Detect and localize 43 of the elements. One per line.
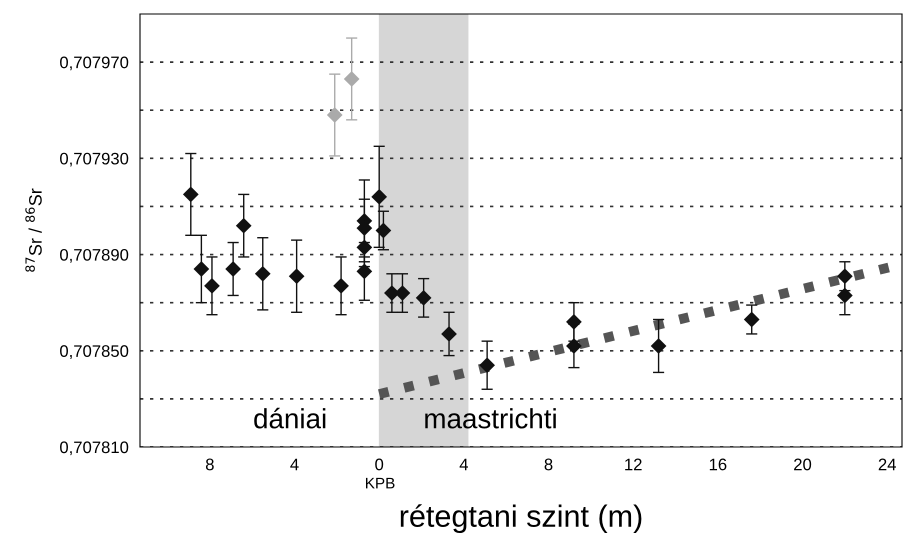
- y-tick-label: 0,707890: [60, 248, 128, 263]
- y-tick-label: 0,707850: [60, 345, 128, 359]
- y-axis-title: $^{87}$Sr / $^{86}$Sr: [25, 188, 42, 272]
- point: [372, 189, 387, 204]
- y-tick-label: 0,707970: [60, 56, 128, 70]
- annotation: dániai: [254, 408, 326, 429]
- point: [226, 261, 241, 277]
- point: [334, 278, 349, 294]
- point: [204, 278, 220, 294]
- y-tick-label: 0,707810: [60, 441, 128, 456]
- point: [236, 218, 252, 234]
- point: [566, 338, 582, 354]
- point: [441, 326, 457, 342]
- point: [376, 222, 391, 238]
- x-tick-label: 4: [460, 458, 468, 470]
- x-tick-label: 4: [290, 458, 299, 470]
- x-tick-label: 16: [710, 458, 726, 470]
- point: [356, 264, 372, 279]
- point: [344, 71, 360, 87]
- y-tick-label: 0,707930: [60, 152, 128, 167]
- point: [289, 268, 304, 284]
- point: [416, 290, 432, 306]
- x-axis-title: rétegtani szint (m): [400, 504, 642, 534]
- x-tick-label: 8: [206, 458, 214, 470]
- point: [837, 288, 852, 304]
- x-tick-label: 12: [625, 458, 642, 470]
- point: [744, 312, 760, 328]
- point: [255, 266, 270, 282]
- point: [356, 240, 372, 255]
- point: [194, 261, 209, 277]
- point: [327, 107, 342, 123]
- point: [566, 314, 582, 330]
- point: [837, 268, 852, 284]
- x-tick-label: 24: [878, 458, 896, 470]
- annotation: maastrichti: [425, 408, 556, 429]
- x-tick-label: 0: [375, 458, 384, 470]
- point: [480, 358, 495, 373]
- point: [183, 186, 198, 202]
- point: [384, 285, 400, 301]
- x-tick-label: 20: [794, 458, 812, 470]
- point: [651, 338, 666, 354]
- text: KPB: [366, 478, 395, 488]
- x-tick-label: 8: [544, 458, 552, 470]
